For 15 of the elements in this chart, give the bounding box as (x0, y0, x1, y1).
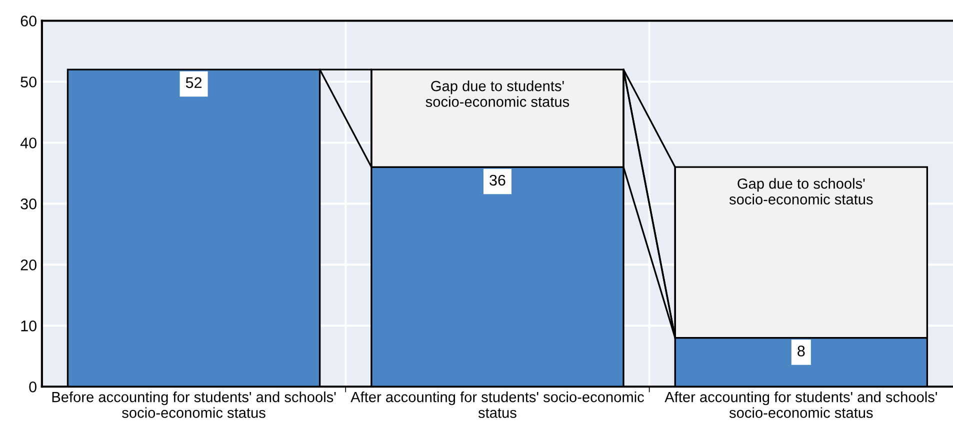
x-tick-label: After accounting for students' and schools' socio-economic status (664, 392, 937, 418)
data-label: 36 (490, 174, 506, 186)
y-tick-label: 10 (21, 320, 36, 332)
data-label: 52 (186, 77, 202, 88)
x-tick-label: Before accounting for students' and schools' socio-economic status (52, 392, 336, 418)
y-tick-label: 40 (20, 138, 36, 148)
y-tick-label: 60 (20, 16, 36, 26)
data-label: 8 (798, 346, 805, 356)
y-tick-label: 0 (29, 382, 36, 392)
annotation: Gap due to schools' socio-economic status (729, 178, 873, 204)
x-tick-label: After accounting for students' socio-economic status (350, 392, 644, 418)
annotation: Gap due to students' socio-economic status (426, 80, 570, 107)
y-tick-label: 20 (20, 260, 36, 270)
y-tick-label: 50 (20, 76, 36, 88)
y-tick-label: 30 (20, 198, 36, 210)
